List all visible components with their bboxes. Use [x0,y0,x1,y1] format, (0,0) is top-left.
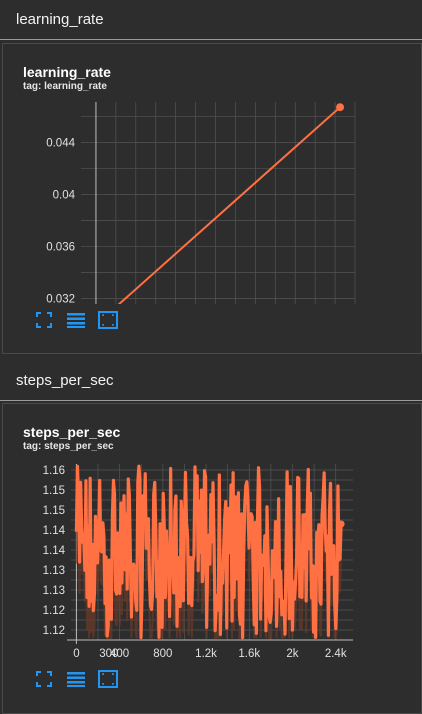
y-tick-label: 0.032 [46,294,75,304]
y-tick-label: 0.036 [46,242,75,254]
x-tick-label: 1.2k [195,648,217,660]
y-tick-label: 1.16 [43,465,65,477]
y-tick-label: 1.14 [43,525,66,537]
steps-per-sec-chart[interactable]: 1.121.121.131.131.141.141.151.151.160 400… [1,404,421,666]
section-header-steps-per-sec[interactable]: steps_per_sec [0,361,422,401]
x-tick-label: 1.6k [238,648,260,660]
fit-domain-button[interactable] [97,309,119,331]
y-tick-label: 0.04 [53,189,76,201]
y-tick-label: 1.12 [43,605,65,617]
fullscreen-button[interactable] [33,668,55,690]
fullscreen-button[interactable] [33,309,55,331]
section-header-learning-rate[interactable]: learning_rate [0,0,422,40]
x-tick-label: 0 [73,648,79,660]
y-tick-label: 1.15 [43,485,65,497]
fullscreen-icon [36,671,52,687]
fullscreen-icon [36,312,52,328]
chart-card-learning-rate: learning_rate tag: learning_rate 0.032 0.… [2,43,422,354]
y-tick-label: 0.044 [46,137,75,149]
section-title: steps_per_sec [16,372,114,389]
y-tick-label: 1.13 [43,565,65,577]
section-title: learning_rate [16,11,104,28]
data-table-icon [67,671,85,687]
y-tick-label: 1.15 [43,505,65,517]
series-end-marker [336,103,344,111]
series-end-marker [338,521,345,528]
data-table-icon [67,312,85,328]
x-tick-label: 2.4k [325,648,347,660]
y-tick-label: 1.14 [43,545,66,557]
fit-domain-button[interactable] [97,668,119,690]
series-line [96,107,340,304]
x-tick-label: 800 [153,648,172,660]
chart-toolbar [33,309,119,331]
fit-domain-icon [98,311,118,329]
chart-card-steps-per-sec: steps_per_sec tag: steps_per_sec 1.12 1.1… [2,403,422,714]
chart-toolbar [33,668,119,690]
x-tick-label: 2k [286,648,298,660]
x-tick-label: 300 [99,648,118,660]
data-table-button[interactable] [65,668,87,690]
y-tick-label: 1.12 [43,625,65,637]
grid [81,102,355,304]
fit-domain-icon [98,670,118,688]
data-table-button[interactable] [65,309,87,331]
y-tick-label: 1.13 [43,585,65,597]
